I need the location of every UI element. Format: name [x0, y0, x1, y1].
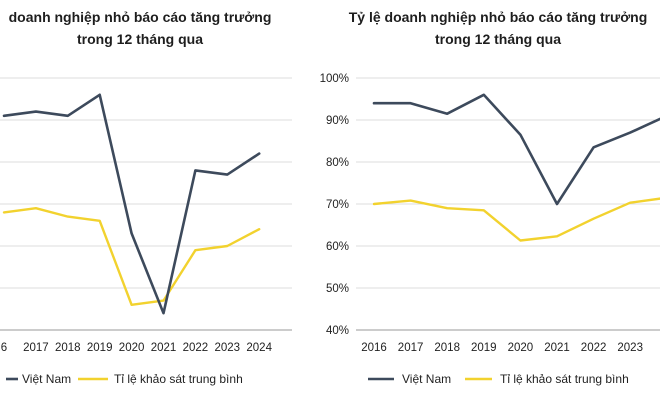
left-chart-title-line-2: trong 12 tháng qua	[77, 31, 203, 47]
right-x-tick-label: 2022	[581, 342, 607, 354]
left-series-average-line	[2, 206, 261, 306]
right-x-tick-label: 2023	[617, 342, 643, 354]
right-y-tick-label: 60%	[326, 241, 349, 253]
right-series-average-line	[372, 197, 660, 242]
right-x-tick-label: 2018	[434, 342, 460, 354]
left-x-tick-label: 2020	[119, 342, 145, 354]
left-x-tick-label: 2019	[87, 342, 113, 354]
left-series-vietnam-line	[2, 93, 261, 315]
left-legend-label-vietnam: Việt Nam	[22, 372, 71, 386]
left-x-tick-label: 2021	[151, 342, 177, 354]
right-x-tick-label: 2020	[508, 342, 534, 354]
right-chart-title-line-2: trong 12 tháng qua	[435, 31, 561, 47]
right-y-tick-label: 80%	[326, 157, 349, 169]
left-x-tick-label: 6	[1, 342, 7, 354]
left-chart-title-line-1: doanh nghiệp nhỏ báo cáo tăng trưởng	[8, 9, 272, 25]
left-x-tick-label: 2017	[23, 342, 49, 354]
left-x-tick-label: 2023	[215, 342, 241, 354]
left-legend-label-average: Tỉ lệ khảo sát trung bình	[114, 372, 243, 386]
right-chart-title: Tỷ lệ doanh nghiệp nhỏ báo cáo tăng trưở…	[338, 6, 658, 50]
right-x-tick-label: 2021	[544, 342, 570, 354]
right-chart-title-line-1: Tỷ lệ doanh nghiệp nhỏ báo cáo tăng trưở…	[348, 9, 648, 25]
right-y-tick-label: 90%	[326, 115, 349, 127]
right-legend-label-average: Tỉ lệ khảo sát trung bình	[500, 372, 629, 386]
right-series-vietnam-line	[372, 93, 660, 206]
right-legend-label-vietnam: Việt Nam	[402, 372, 451, 386]
left-x-tick-label: 2024	[246, 342, 272, 354]
left-chart-title: doanh nghiệp nhỏ báo cáo tăng trưởng tro…	[0, 6, 340, 50]
right-y-tick-label: 50%	[326, 283, 349, 295]
right-y-tick-label: 100%	[320, 73, 349, 85]
right-x-tick-label: 2017	[398, 342, 424, 354]
left-x-tick-label: 2018	[55, 342, 81, 354]
right-y-tick-label: 70%	[326, 199, 349, 211]
left-x-tick-label: 2022	[183, 342, 209, 354]
right-x-tick-label: 2019	[471, 342, 497, 354]
right-x-tick-label: 2016	[361, 342, 387, 354]
right-y-tick-label: 40%	[326, 325, 349, 337]
